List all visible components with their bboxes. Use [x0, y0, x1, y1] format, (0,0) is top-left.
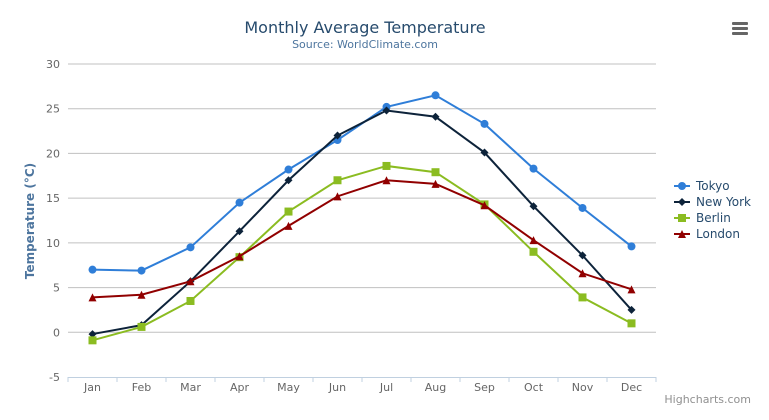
- data-point: [137, 322, 146, 331]
- data-point: [235, 252, 244, 261]
- x-tick-label: Oct: [524, 381, 544, 394]
- y-tick-label: 25: [46, 103, 60, 116]
- legend-label: Berlin: [696, 211, 731, 225]
- data-point: [186, 243, 195, 252]
- legend-label: Tokyo: [695, 179, 730, 193]
- x-tick-label: Jan: [83, 381, 101, 394]
- data-point: [88, 293, 97, 302]
- data-point: [333, 176, 342, 185]
- y-tick-label: 5: [53, 282, 60, 295]
- data-point: [627, 285, 636, 294]
- legend-item[interactable]: New York: [674, 195, 751, 209]
- series-tokyo: [88, 91, 636, 275]
- x-tick-label: Sep: [474, 381, 495, 394]
- data-point: [529, 164, 538, 173]
- data-point: [186, 296, 195, 305]
- data-point: [382, 106, 391, 115]
- y-axis-title: Temperature (°C): [23, 163, 37, 279]
- legend-label: New York: [696, 195, 751, 209]
- y-tick-label: 20: [46, 147, 60, 160]
- data-point: [480, 201, 489, 210]
- data-point: [284, 176, 293, 185]
- y-tick-label: 10: [46, 237, 60, 250]
- data-point: [186, 277, 195, 286]
- data-point: [678, 182, 686, 190]
- credits-link[interactable]: Highcharts.com: [664, 393, 751, 406]
- data-point: [480, 119, 489, 128]
- x-tick-label: May: [277, 381, 300, 394]
- data-point: [480, 148, 489, 157]
- y-tick-label: 30: [46, 58, 60, 71]
- series-line: [92, 179, 632, 299]
- data-point: [235, 227, 244, 236]
- data-point: [678, 198, 686, 206]
- data-point: [627, 305, 636, 314]
- data-point: [627, 319, 636, 328]
- data-point: [529, 236, 538, 245]
- data-point: [333, 131, 342, 140]
- data-point: [431, 112, 440, 121]
- data-point: [529, 202, 538, 211]
- export-menu-button[interactable]: [732, 22, 748, 35]
- data-point: [88, 330, 97, 339]
- y-tick-label: 0: [53, 326, 60, 339]
- x-tick-label: Jul: [379, 381, 393, 394]
- x-tick-label: Apr: [230, 381, 250, 394]
- series-new-york: [88, 106, 636, 339]
- data-point: [382, 161, 391, 170]
- data-point: [578, 203, 587, 212]
- legend-item[interactable]: Tokyo: [674, 179, 730, 193]
- x-tick-label: Dec: [621, 381, 642, 394]
- data-point: [137, 266, 146, 275]
- series-london: [88, 176, 636, 302]
- data-point: [578, 293, 587, 302]
- data-point: [431, 168, 440, 177]
- x-tick-label: Mar: [180, 381, 201, 394]
- x-tick-label: Nov: [572, 381, 594, 394]
- data-point: [333, 192, 342, 201]
- data-point: [382, 176, 391, 185]
- data-point: [88, 336, 97, 345]
- x-tick-label: Jun: [328, 381, 346, 394]
- series-line: [92, 109, 633, 336]
- data-point: [578, 251, 587, 260]
- data-point: [678, 230, 686, 238]
- data-point: [627, 242, 636, 251]
- chart-subtitle: Source: WorldClimate.com: [292, 38, 438, 51]
- data-point: [578, 269, 587, 278]
- data-point: [284, 165, 293, 174]
- chart-title: Monthly Average Temperature: [244, 18, 485, 37]
- series-line: [92, 94, 633, 272]
- data-point: [137, 290, 146, 299]
- data-point: [431, 179, 440, 188]
- series-line: [92, 164, 632, 342]
- data-point: [284, 207, 293, 216]
- data-point: [284, 221, 293, 230]
- data-point: [235, 198, 244, 207]
- legend-item[interactable]: London: [674, 227, 740, 241]
- y-tick-label: -5: [49, 371, 60, 384]
- data-point: [88, 265, 97, 274]
- legend-item[interactable]: Berlin: [674, 211, 731, 225]
- x-tick-label: Feb: [132, 381, 151, 394]
- data-point: [678, 214, 686, 222]
- legend-label: London: [696, 227, 740, 241]
- x-tick-label: Aug: [425, 381, 446, 394]
- y-tick-label: 15: [46, 192, 60, 205]
- data-point: [431, 91, 440, 100]
- data-point: [529, 247, 538, 256]
